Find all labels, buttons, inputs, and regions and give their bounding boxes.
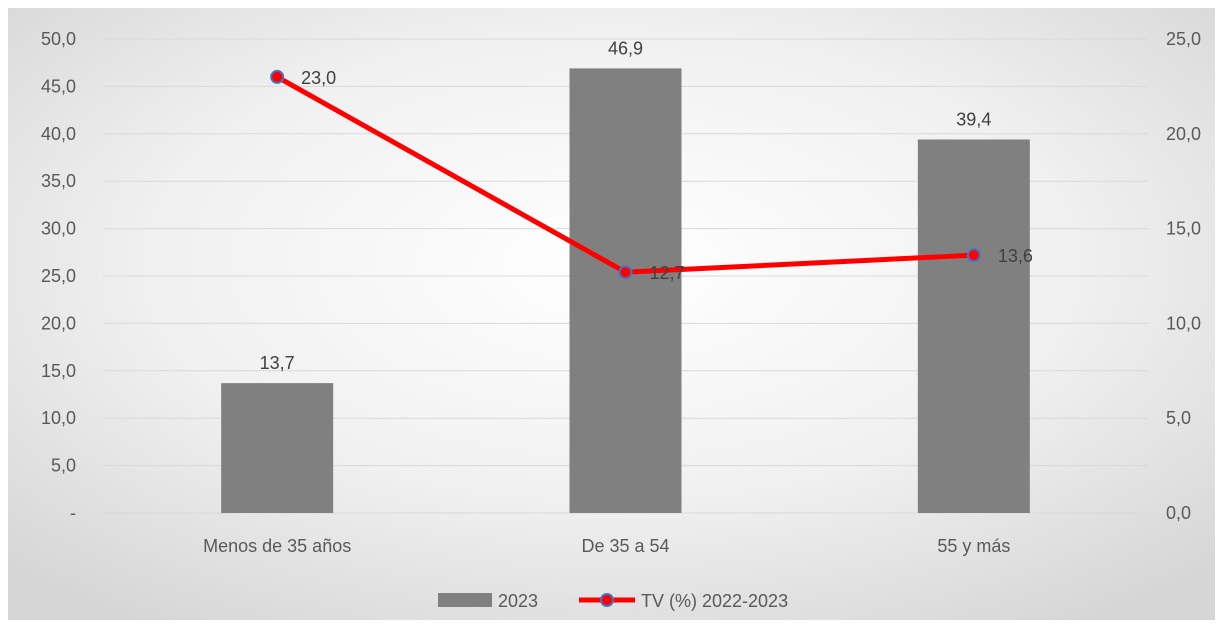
- category-label: De 35 a 54: [581, 536, 669, 556]
- bar-data-label: 39,4: [956, 109, 991, 129]
- left-tick-label: 20,0: [41, 313, 76, 333]
- left-tick-label: 45,0: [41, 76, 76, 96]
- left-tick-label: 10,0: [41, 408, 76, 428]
- category-axis: Menos de 35 años De 35 a 54 55 y más: [203, 536, 1010, 556]
- bar: [917, 139, 1030, 513]
- chart-area: - 5,0 10,0 15,0 20,0 25,0 30,0 35,0 40,0 45,0 50,0…: [8, 8, 1215, 620]
- bar-data-label: 13,7: [260, 353, 295, 373]
- right-axis: 0,0 5,0 10,0 15,0 20,0 25,0: [1166, 29, 1201, 523]
- left-tick-label: 40,0: [41, 124, 76, 144]
- bar: [221, 383, 334, 513]
- right-tick-label: 25,0: [1166, 29, 1201, 49]
- bar-data-label: 46,9: [608, 38, 643, 58]
- bar-series: 13,7 46,9 39,4: [221, 38, 1030, 513]
- legend: 2023 TV (%) 2022-2023: [438, 591, 788, 611]
- right-tick-label: 0,0: [1166, 503, 1191, 523]
- line-data-label: 12,7: [650, 263, 685, 283]
- line-point: [618, 265, 633, 280]
- line-point: [966, 248, 981, 263]
- line-point: [270, 69, 285, 84]
- line-data-label: 13,6: [998, 246, 1033, 266]
- left-tick-label: 30,0: [41, 219, 76, 239]
- category-label: Menos de 35 años: [203, 536, 351, 556]
- combo-chart: - 5,0 10,0 15,0 20,0 25,0 30,0 35,0 40,0 45,0 50,0…: [8, 8, 1215, 620]
- category-label: 55 y más: [937, 536, 1010, 556]
- left-tick-label: 35,0: [41, 171, 76, 191]
- right-tick-label: 20,0: [1166, 124, 1201, 144]
- left-tick-label: 50,0: [41, 29, 76, 49]
- line-data-label: 23,0: [301, 68, 336, 88]
- left-axis: - 5,0 10,0 15,0 20,0 25,0 30,0 35,0 40,0 45,0 50,0: [41, 29, 76, 523]
- line-series: 23,0 12,7 13,6: [270, 68, 1033, 283]
- right-tick-label: 5,0: [1166, 408, 1191, 428]
- left-tick-label: 15,0: [41, 361, 76, 381]
- left-tick-label: -: [70, 503, 76, 523]
- legend-marker: [600, 593, 614, 607]
- left-tick-label: 5,0: [51, 456, 76, 476]
- legend-swatch-bar: [438, 593, 492, 607]
- legend-label: TV (%) 2022-2023: [641, 591, 788, 611]
- right-tick-label: 10,0: [1166, 313, 1201, 333]
- legend-label: 2023: [498, 591, 538, 611]
- bar: [569, 68, 682, 513]
- right-tick-label: 15,0: [1166, 219, 1201, 239]
- left-tick-label: 25,0: [41, 266, 76, 286]
